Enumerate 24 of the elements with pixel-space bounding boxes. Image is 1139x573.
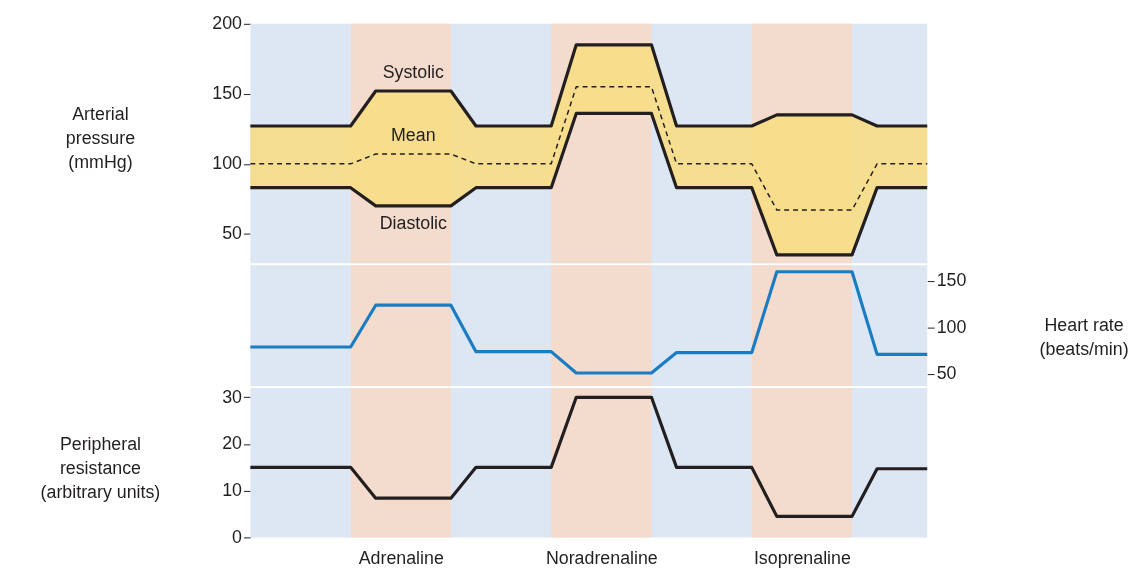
y-tick-label: 150: [212, 83, 243, 104]
y-tick-label: 30: [222, 386, 243, 407]
line-series: [248, 111, 929, 257]
series-label: Systolic: [382, 62, 445, 83]
series-label: Mean: [391, 125, 436, 146]
y-tick-label: 50: [222, 223, 243, 244]
y-tick-label: 10: [222, 480, 243, 501]
y-tick-label: 150: [936, 270, 967, 291]
x-tick-label: Isoprenaline: [753, 547, 851, 568]
line-series: [248, 395, 929, 518]
y-axis-title: Peripheral resistance (arbitrary units): [40, 434, 161, 502]
y-tick-label: 50: [936, 363, 957, 384]
line-series: [248, 43, 929, 128]
y-tick-label: 100: [936, 316, 967, 337]
y-tick-label: 200: [212, 13, 243, 34]
series-label: Diastolic: [379, 212, 448, 233]
y-axis-title: Arterial pressure (mmHg): [65, 104, 136, 172]
y-tick-label: 100: [212, 153, 243, 174]
y-axis-title: Heart rate (beats/min): [1039, 315, 1129, 359]
x-tick-label: Noradrenaline: [545, 547, 658, 568]
line-series: [248, 270, 929, 375]
y-tick-label: 0: [232, 526, 243, 547]
x-tick-label: Adrenaline: [358, 547, 444, 568]
y-tick-label: 20: [222, 433, 243, 454]
